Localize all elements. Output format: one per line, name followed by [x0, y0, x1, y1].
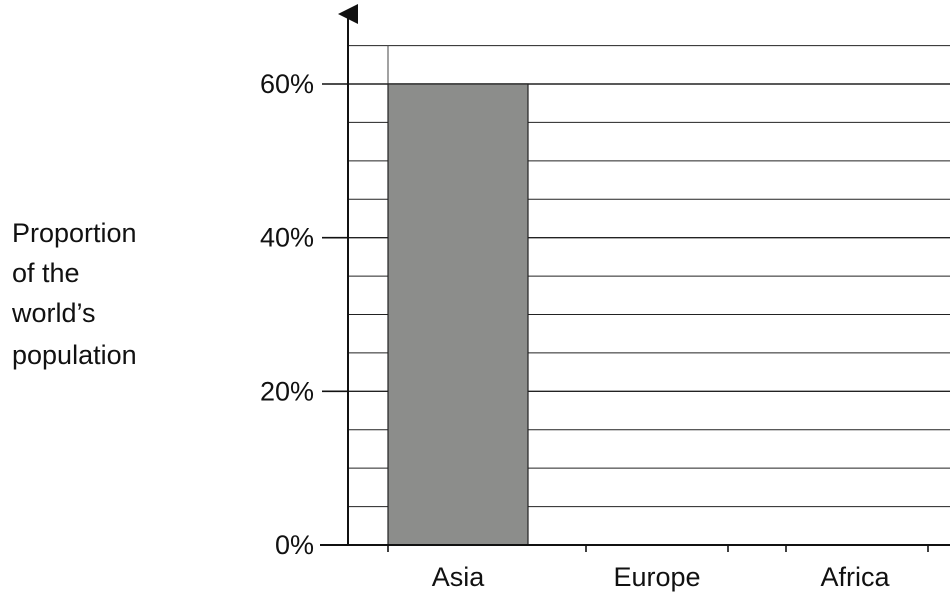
- x-tick-label-asia: Asia: [432, 562, 486, 592]
- y-axis-label-line-3: world’s: [11, 298, 96, 328]
- y-tick-label: 40%: [260, 223, 314, 253]
- y-tick-label: 60%: [260, 69, 314, 99]
- x-tick-label-africa: Africa: [820, 562, 890, 592]
- y-axis-label: Proportion of the world’s population: [11, 218, 137, 370]
- y-axis-label-line-4: population: [12, 340, 137, 370]
- y-axis-label-line-1: Proportion: [12, 218, 137, 248]
- y-ticks: 0% 20% 40% 60%: [260, 69, 348, 560]
- axes: [320, 4, 950, 546]
- y-tick-label: 20%: [260, 376, 314, 406]
- y-tick-label: 0%: [275, 530, 314, 560]
- x-tick-label-europe: Europe: [613, 562, 700, 592]
- bar-asia: [387, 83, 529, 546]
- bars: [387, 83, 529, 546]
- y-axis-label-line-2: of the: [12, 258, 80, 288]
- x-ticks: Asia Europe Africa: [387, 545, 929, 592]
